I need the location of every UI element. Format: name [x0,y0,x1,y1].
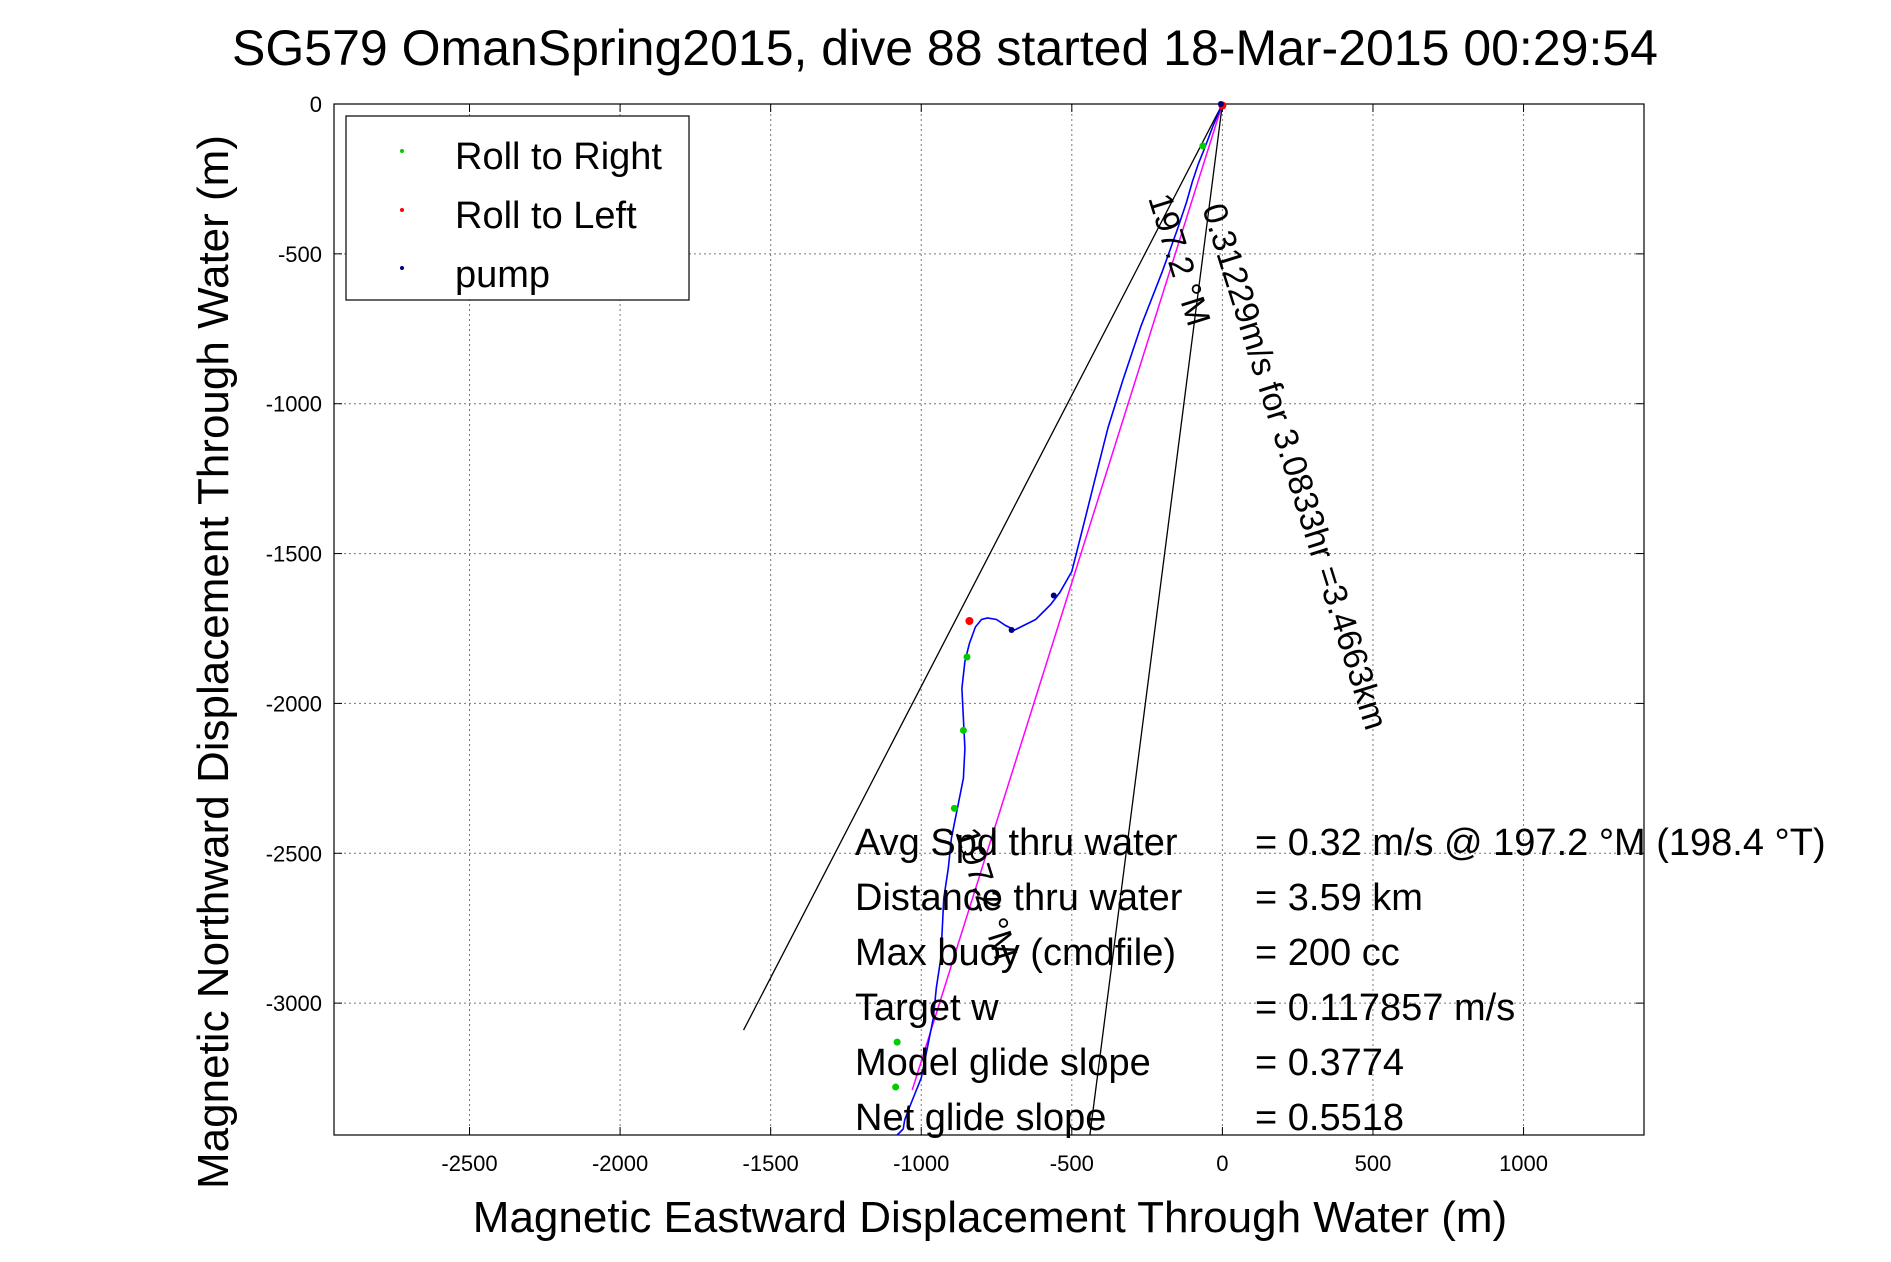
roll-left-point [965,616,974,625]
grid-lines [334,104,1644,1135]
roll-right-point [959,726,967,734]
stat-label-distance: Distance thru water [855,877,1183,919]
x-tick-label: -1500 [743,1151,799,1176]
y-tick-label: -500 [278,242,322,267]
pump-point [1217,101,1224,107]
y-axis-ticks: 0 -500 -1000 -1500 -2000 -2500 -3000 [266,92,1644,1016]
legend-label-pump: pump [455,254,550,296]
chart-title: SG579 OmanSpring2015, dive 88 started 18… [232,20,1658,76]
stat-value-max-buoy: = 200 cc [1255,932,1400,974]
legend-label-roll-left: Roll to Left [455,195,637,237]
y-axis-label: Magnetic Northward Displacement Through … [189,135,238,1189]
pump-point [1008,626,1015,633]
y-tick-label: -1500 [266,542,322,567]
y-tick-label: -3000 [266,991,322,1016]
stat-value-distance: = 3.59 km [1255,877,1423,919]
mean-vector-line [911,103,1224,1091]
legend-marker-roll-right [400,149,404,153]
y-tick-label: -2500 [266,841,322,866]
markers-layer [892,101,1227,1091]
stat-value-target-w: = 0.117857 m/s [1255,987,1515,1029]
roll-right-point [963,653,971,661]
y-tick-label: 0 [310,92,322,117]
roll-right-point [893,1038,901,1046]
stat-label-max-buoy: Max buoy (cmdfile) [855,932,1176,974]
legend-marker-pump [400,266,404,270]
x-tick-label: 0 [1216,1151,1228,1176]
cone-line [1089,103,1224,1136]
x-axis-label: Magnetic Eastward Displacement Through W… [473,1193,1507,1242]
y-tick-label: -1000 [266,392,322,417]
roll-right-point [1199,142,1207,150]
legend-marker-roll-left [400,208,404,212]
stat-label-model-glide: Model glide slope [855,1042,1151,1084]
x-tick-label: 1000 [1499,1151,1548,1176]
roll-right-point [892,1083,900,1091]
stat-value-net-glide: = 0.5518 [1255,1097,1404,1139]
stats-block: Avg Spd thru water = 0.32 m/s @ 197.2 °M… [855,822,1826,1139]
legend: Roll to Right Roll to Left pump [345,115,690,301]
plot-frame [333,103,1645,1136]
x-tick-label: 500 [1355,1151,1392,1176]
track-layer [896,103,1224,1136]
x-tick-label: -500 [1050,1151,1094,1176]
stat-label-target-w: Target w [855,987,999,1029]
y-tick-label: -2000 [266,691,322,716]
stat-value-avg-speed: = 0.32 m/s @ 197.2 °M (198.4 °T) [1255,822,1826,864]
mean-vector-label: 0.31229m/s for 3.0833hr =3.4663km [1194,199,1394,734]
cone-line [742,103,1223,1031]
legend-label-roll-right: Roll to Right [455,136,662,178]
x-tick-label: -2500 [441,1151,497,1176]
x-axis-ticks: -2500 -2000 -1500 -1000 -500 0 500 1000 [441,104,1548,1176]
stat-value-model-glide: = 0.3774 [1255,1042,1404,1084]
stat-label-net-glide: Net glide slope [855,1097,1106,1139]
x-tick-label: -1000 [893,1151,949,1176]
stat-label-avg-speed: Avg Spd thru water [855,822,1178,864]
pump-point [1050,592,1057,599]
x-tick-label: -2000 [592,1151,648,1176]
heading-cone [742,103,1224,1136]
roll-right-point [950,804,958,812]
glider-track-line [896,103,1224,1136]
